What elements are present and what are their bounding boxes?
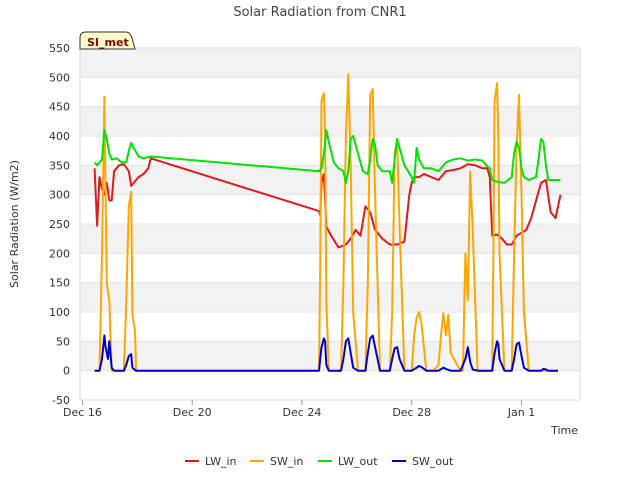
plot-band [80,106,580,136]
x-tick-label: Dec 20 [173,406,212,419]
y-tick-label: 450 [49,101,70,114]
plot-bands [80,48,580,371]
chart-title: Solar Radiation from CNR1 [233,5,406,20]
y-tick-label: 400 [49,130,70,143]
series-line-lw-in [93,157,562,249]
legend-label: SW_out [412,455,454,468]
x-axis-label: Time [550,424,578,437]
y-tick-label: 200 [49,247,70,260]
y-tick-label: -50 [52,394,70,407]
y-tick-label: 350 [49,159,70,172]
y-axis-ticks: -50 0 50 100 150 200 250 300 350 400 450 500 550 [49,42,70,407]
plot-frame [79,47,581,401]
y-tick-label: 0 [63,365,70,378]
series-line-sw-out [94,334,558,372]
legend-label: LW_out [338,455,378,468]
series-line-lw-out [93,129,561,184]
legend-label: SW_in [270,455,303,468]
plot-band [80,165,580,195]
y-axis-label: Solar Radiation (W/m2) [8,160,21,288]
station-badge-shape [79,31,136,50]
station-badge-label: SI_met [87,36,129,49]
y-tick-label: 250 [49,218,70,231]
x-tick-label: Dec 28 [392,406,431,419]
legend-label: LW_in [205,455,237,468]
y-tick-label: 550 [49,42,70,55]
y-tick-label: 500 [49,71,70,84]
y-tick-label: 50 [56,335,70,348]
plot-band [80,224,580,254]
station-badge: SI_met [79,31,136,50]
legend: LW_in SW_in LW_out SW_out [185,455,454,468]
y-tick-label: 150 [49,277,70,290]
series-lines [93,73,562,372]
plot-band [80,48,580,78]
x-axis-ticks: Dec 16 Dec 20 Dec 24 Dec 28 Jan 1 [63,400,535,419]
x-tick-label: Dec 16 [63,406,102,419]
y-tick-label: 100 [49,306,70,319]
x-tick-label: Dec 24 [283,406,322,419]
x-tick-label: Jan 1 [507,406,535,419]
plot-band [80,282,580,312]
y-tick-label: 300 [49,189,70,202]
